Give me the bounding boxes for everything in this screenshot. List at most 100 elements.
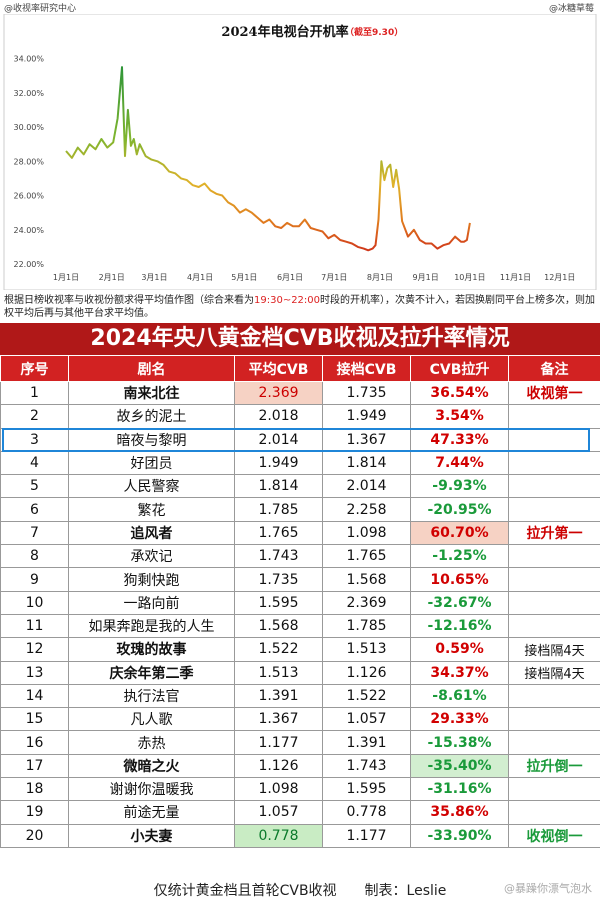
table-row[interactable]: 16 赤热 1.177 1.391 -15.38% <box>0 730 600 755</box>
table-row[interactable]: 2 故乡的泥土 2.018 1.949 3.54% <box>0 404 600 429</box>
remark-cell: 接档隔4天 <box>508 637 600 662</box>
drama-name-cell: 狗剩快跑 <box>68 567 235 592</box>
cvb-lift-cell: -20.95% <box>410 497 509 522</box>
remark-cell <box>508 450 600 476</box>
table-row[interactable]: 8 承欢记 1.743 1.765 -1.25% <box>0 544 600 569</box>
prev-cvb-cell: 1.098 <box>322 520 411 546</box>
drama-name-cell: 玫瑰的故事 <box>68 637 235 662</box>
table-row[interactable]: 14 执行法官 1.391 1.522 -8.61% <box>0 683 600 709</box>
chart-title-note: （截至9.30） <box>345 26 403 38</box>
avg-cvb-cell: 1.735 <box>234 567 323 592</box>
table-row[interactable]: 4 好团员 1.949 1.814 7.44% <box>0 450 600 476</box>
table-row[interactable]: 3 暗夜与黎明 2.014 1.367 47.33% <box>0 427 600 452</box>
cvb-lift-cell: -8.61% <box>410 683 509 709</box>
avg-cvb-cell: 0.778 <box>234 823 323 848</box>
table-row[interactable]: 20 小夫妻 0.778 1.177 -33.90% 收视倒一 <box>0 823 600 848</box>
cvb-lift-cell: 35.86% <box>410 800 509 825</box>
drama-name-cell: 好团员 <box>68 450 235 476</box>
drama-name-cell: 承欢记 <box>68 544 235 569</box>
rank-cell: 5 <box>0 474 69 499</box>
avg-cvb-cell: 1.098 <box>234 777 323 802</box>
y-tick-label: 26.00% <box>13 192 44 201</box>
prev-cvb-cell: 0.778 <box>322 800 411 825</box>
rank-cell: 7 <box>0 520 69 546</box>
remark-cell: 拉升倒一 <box>508 753 600 779</box>
table-row[interactable]: 7 追风者 1.765 1.098 60.70% 拉升第一 <box>0 520 600 546</box>
avg-cvb-cell: 1.126 <box>234 753 323 779</box>
drama-name-cell: 小夫妻 <box>68 823 235 848</box>
rank-cell: 14 <box>0 683 69 709</box>
cvb-lift-cell: 7.44% <box>410 450 509 476</box>
x-tick-label: 4月1日 <box>187 273 213 282</box>
drama-name-cell: 繁花 <box>68 497 235 522</box>
avg-cvb-cell: 1.391 <box>234 683 323 709</box>
cvb-lift-cell: -33.90% <box>410 823 509 848</box>
rank-cell: 16 <box>0 730 69 755</box>
remark-cell <box>508 613 600 639</box>
prev-cvb-cell: 1.595 <box>322 777 411 802</box>
prev-cvb-cell: 1.765 <box>322 544 411 569</box>
remark-cell: 接档隔4天 <box>508 660 600 685</box>
avg-cvb-cell: 1.595 <box>234 590 323 615</box>
table-row[interactable]: 13 庆余年第二季 1.513 1.126 34.37% 接档隔4天 <box>0 660 600 685</box>
table-row[interactable]: 9 狗剩快跑 1.735 1.568 10.65% <box>0 567 600 592</box>
table-row[interactable]: 1 南来北往 2.369 1.735 36.54% 收视第一 <box>0 380 600 406</box>
avg-cvb-cell: 1.814 <box>234 474 323 499</box>
avg-cvb-cell: 1.522 <box>234 637 323 662</box>
y-tick-label: 24.00% <box>13 226 44 235</box>
x-tick-label: 2月1日 <box>99 273 125 282</box>
table-row[interactable]: 15 凡人歌 1.367 1.057 29.33% <box>0 707 600 732</box>
rank-cell: 12 <box>0 637 69 662</box>
remark-cell <box>508 404 600 429</box>
prev-cvb-cell: 1.743 <box>322 753 411 779</box>
chart-note: 根据日榜收视率与收视份额求得平均值作图（综合来看为19:30~22:00时段的开… <box>4 295 596 319</box>
remark-cell <box>508 567 600 592</box>
cvb-lift-cell: 60.70% <box>410 520 509 546</box>
table-row[interactable]: 5 人民警察 1.814 2.014 -9.93% <box>0 474 600 499</box>
table-row[interactable]: 12 玫瑰的故事 1.522 1.513 0.59% 接档隔4天 <box>0 637 600 662</box>
cvb-lift-cell: 0.59% <box>410 637 509 662</box>
cvb-lift-cell: -1.25% <box>410 544 509 569</box>
prev-cvb-cell: 1.814 <box>322 450 411 476</box>
prev-cvb-cell: 1.735 <box>322 380 411 406</box>
prev-cvb-cell: 2.258 <box>322 497 411 522</box>
table-row[interactable]: 17 微暗之火 1.126 1.743 -35.40% 拉升倒一 <box>0 753 600 779</box>
avg-cvb-cell: 1.765 <box>234 520 323 546</box>
column-header: 剧名 <box>68 355 235 382</box>
prev-cvb-cell: 1.785 <box>322 613 411 639</box>
table-row[interactable]: 10 一路向前 1.595 2.369 -32.67% <box>0 590 600 615</box>
prev-cvb-cell: 1.568 <box>322 567 411 592</box>
cvb-lift-cell: -9.93% <box>410 474 509 499</box>
avg-cvb-cell: 2.018 <box>234 404 323 429</box>
rank-cell: 19 <box>0 800 69 825</box>
table-row[interactable]: 18 谢谢你温暖我 1.098 1.595 -31.16% <box>0 777 600 802</box>
prev-cvb-cell: 1.949 <box>322 404 411 429</box>
cvb-lift-cell: -31.16% <box>410 777 509 802</box>
drama-name-cell: 执行法官 <box>68 683 235 709</box>
remark-cell <box>508 777 600 802</box>
drama-name-cell: 追风者 <box>68 520 235 546</box>
rank-cell: 15 <box>0 707 69 732</box>
x-tick-label: 9月1日 <box>413 273 439 282</box>
table-header-row: 序号 剧名 平均CVB 接档CVB CVB拉升 备注 <box>0 355 600 382</box>
drama-name-cell: 赤热 <box>68 730 235 755</box>
column-header: 备注 <box>508 355 600 382</box>
remark-cell <box>508 497 600 522</box>
cvb-lift-cell: 29.33% <box>410 707 509 732</box>
cvb-lift-cell: -12.16% <box>410 613 509 639</box>
drama-name-cell: 人民警察 <box>68 474 235 499</box>
table-row[interactable]: 6 繁花 1.785 2.258 -20.95% <box>0 497 600 522</box>
prev-cvb-cell: 1.177 <box>322 823 411 848</box>
y-tick-label: 34.00% <box>13 55 44 64</box>
table-footer: 仅统计黄金档且首轮CVB收视 制表：Leslie <box>153 883 447 899</box>
rank-cell: 6 <box>0 497 69 522</box>
remark-cell <box>508 474 600 499</box>
table-row[interactable]: 11 如果奔跑是我的人生 1.568 1.785 -12.16% <box>0 613 600 639</box>
remark-cell: 收视倒一 <box>508 823 600 848</box>
avg-cvb-cell: 1.057 <box>234 800 323 825</box>
table-row[interactable]: 19 前途无量 1.057 0.778 35.86% <box>0 800 600 825</box>
prev-cvb-cell: 1.513 <box>322 637 411 662</box>
x-tick-label: 10月1日 <box>454 273 485 282</box>
cvb-lift-cell: 47.33% <box>410 427 509 452</box>
avg-cvb-cell: 1.177 <box>234 730 323 755</box>
